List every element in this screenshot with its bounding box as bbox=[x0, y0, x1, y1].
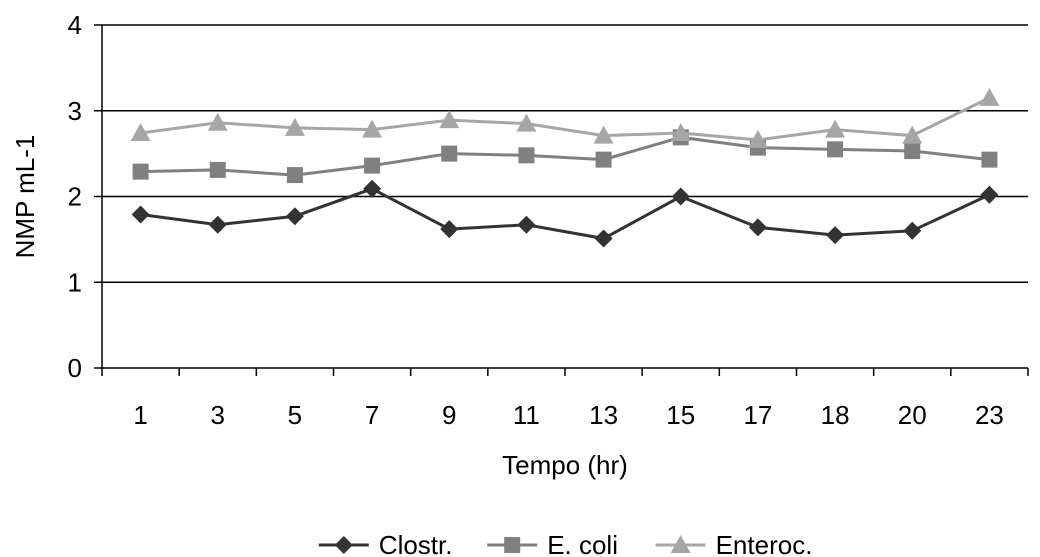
x-tick-label: 11 bbox=[513, 400, 540, 430]
data-point-marker bbox=[518, 147, 535, 164]
series-line bbox=[140, 187, 991, 241]
data-point-marker bbox=[208, 215, 227, 234]
legend-label: Clostr. bbox=[379, 530, 453, 557]
data-point-marker bbox=[594, 229, 613, 248]
data-point-marker bbox=[439, 110, 460, 129]
data-point-marker bbox=[441, 145, 458, 162]
series-1 bbox=[132, 129, 998, 184]
series-2 bbox=[130, 87, 1000, 148]
data-point-marker bbox=[904, 143, 921, 160]
legend-marker bbox=[334, 536, 353, 554]
data-point-marker bbox=[595, 151, 612, 168]
legend-item: Clostr. bbox=[318, 530, 453, 557]
data-point-marker bbox=[517, 215, 536, 234]
data-point-marker bbox=[207, 112, 228, 131]
data-point-marker bbox=[670, 123, 691, 142]
data-point-marker bbox=[209, 161, 226, 178]
x-tick-label: 23 bbox=[975, 400, 1004, 430]
x-tick-label: 13 bbox=[589, 400, 618, 430]
data-point-marker bbox=[285, 207, 304, 226]
data-point-marker bbox=[980, 185, 999, 204]
legend-label: Enteroc. bbox=[716, 530, 813, 557]
x-tick-label: 3 bbox=[211, 400, 225, 430]
data-point-marker bbox=[826, 226, 845, 245]
data-point-marker bbox=[981, 151, 998, 168]
x-tick-label: 15 bbox=[666, 400, 695, 430]
y-tick-label: 2 bbox=[68, 182, 82, 212]
data-point-marker bbox=[284, 117, 305, 136]
legend-marker bbox=[504, 537, 521, 553]
data-point-marker bbox=[516, 113, 537, 132]
data-point-marker bbox=[593, 125, 614, 144]
series-0 bbox=[131, 179, 999, 248]
x-tick-label: 18 bbox=[821, 400, 850, 430]
data-point-marker bbox=[979, 87, 1000, 106]
gridlines bbox=[102, 24, 1028, 283]
series-layer bbox=[130, 87, 1000, 248]
data-point-marker bbox=[130, 123, 151, 142]
data-point-marker bbox=[132, 163, 149, 180]
y-tick-label: 1 bbox=[68, 267, 82, 297]
data-point-marker bbox=[902, 125, 923, 144]
x-tick-label: 7 bbox=[365, 400, 379, 430]
y-tick-label: 4 bbox=[68, 10, 82, 40]
legend-marker bbox=[670, 535, 691, 553]
data-point-marker bbox=[903, 221, 922, 240]
data-point-marker bbox=[671, 187, 690, 206]
series-line bbox=[140, 135, 990, 177]
legend-label: E. coli bbox=[547, 530, 618, 557]
data-point-marker bbox=[825, 119, 846, 138]
x-axis-title: Tempo (hr) bbox=[502, 450, 628, 480]
data-point-marker bbox=[747, 129, 768, 148]
data-point-marker bbox=[131, 205, 150, 224]
x-tick-label: 17 bbox=[743, 400, 772, 430]
x-tick-label: 5 bbox=[288, 400, 302, 430]
y-tick-label: 0 bbox=[68, 353, 82, 383]
legend-item: E. coli bbox=[487, 530, 618, 557]
data-point-marker bbox=[364, 157, 381, 174]
data-point-marker bbox=[440, 220, 459, 239]
data-point-marker bbox=[827, 141, 844, 158]
legend-item: Enteroc. bbox=[655, 530, 813, 557]
x-tick-label: 20 bbox=[898, 400, 927, 430]
y-tick-label: 3 bbox=[68, 96, 82, 126]
legend: Clostr. E. coli Enteroc. bbox=[318, 530, 813, 557]
x-tick-label: 1 bbox=[133, 400, 147, 430]
series-line bbox=[140, 96, 991, 142]
y-axis-title: NMP mL-1 bbox=[10, 135, 40, 259]
data-point-marker bbox=[362, 119, 383, 138]
data-point-marker bbox=[286, 167, 303, 184]
x-tick-label: 9 bbox=[442, 400, 456, 430]
data-point-marker bbox=[363, 179, 382, 198]
data-point-marker bbox=[748, 218, 767, 237]
